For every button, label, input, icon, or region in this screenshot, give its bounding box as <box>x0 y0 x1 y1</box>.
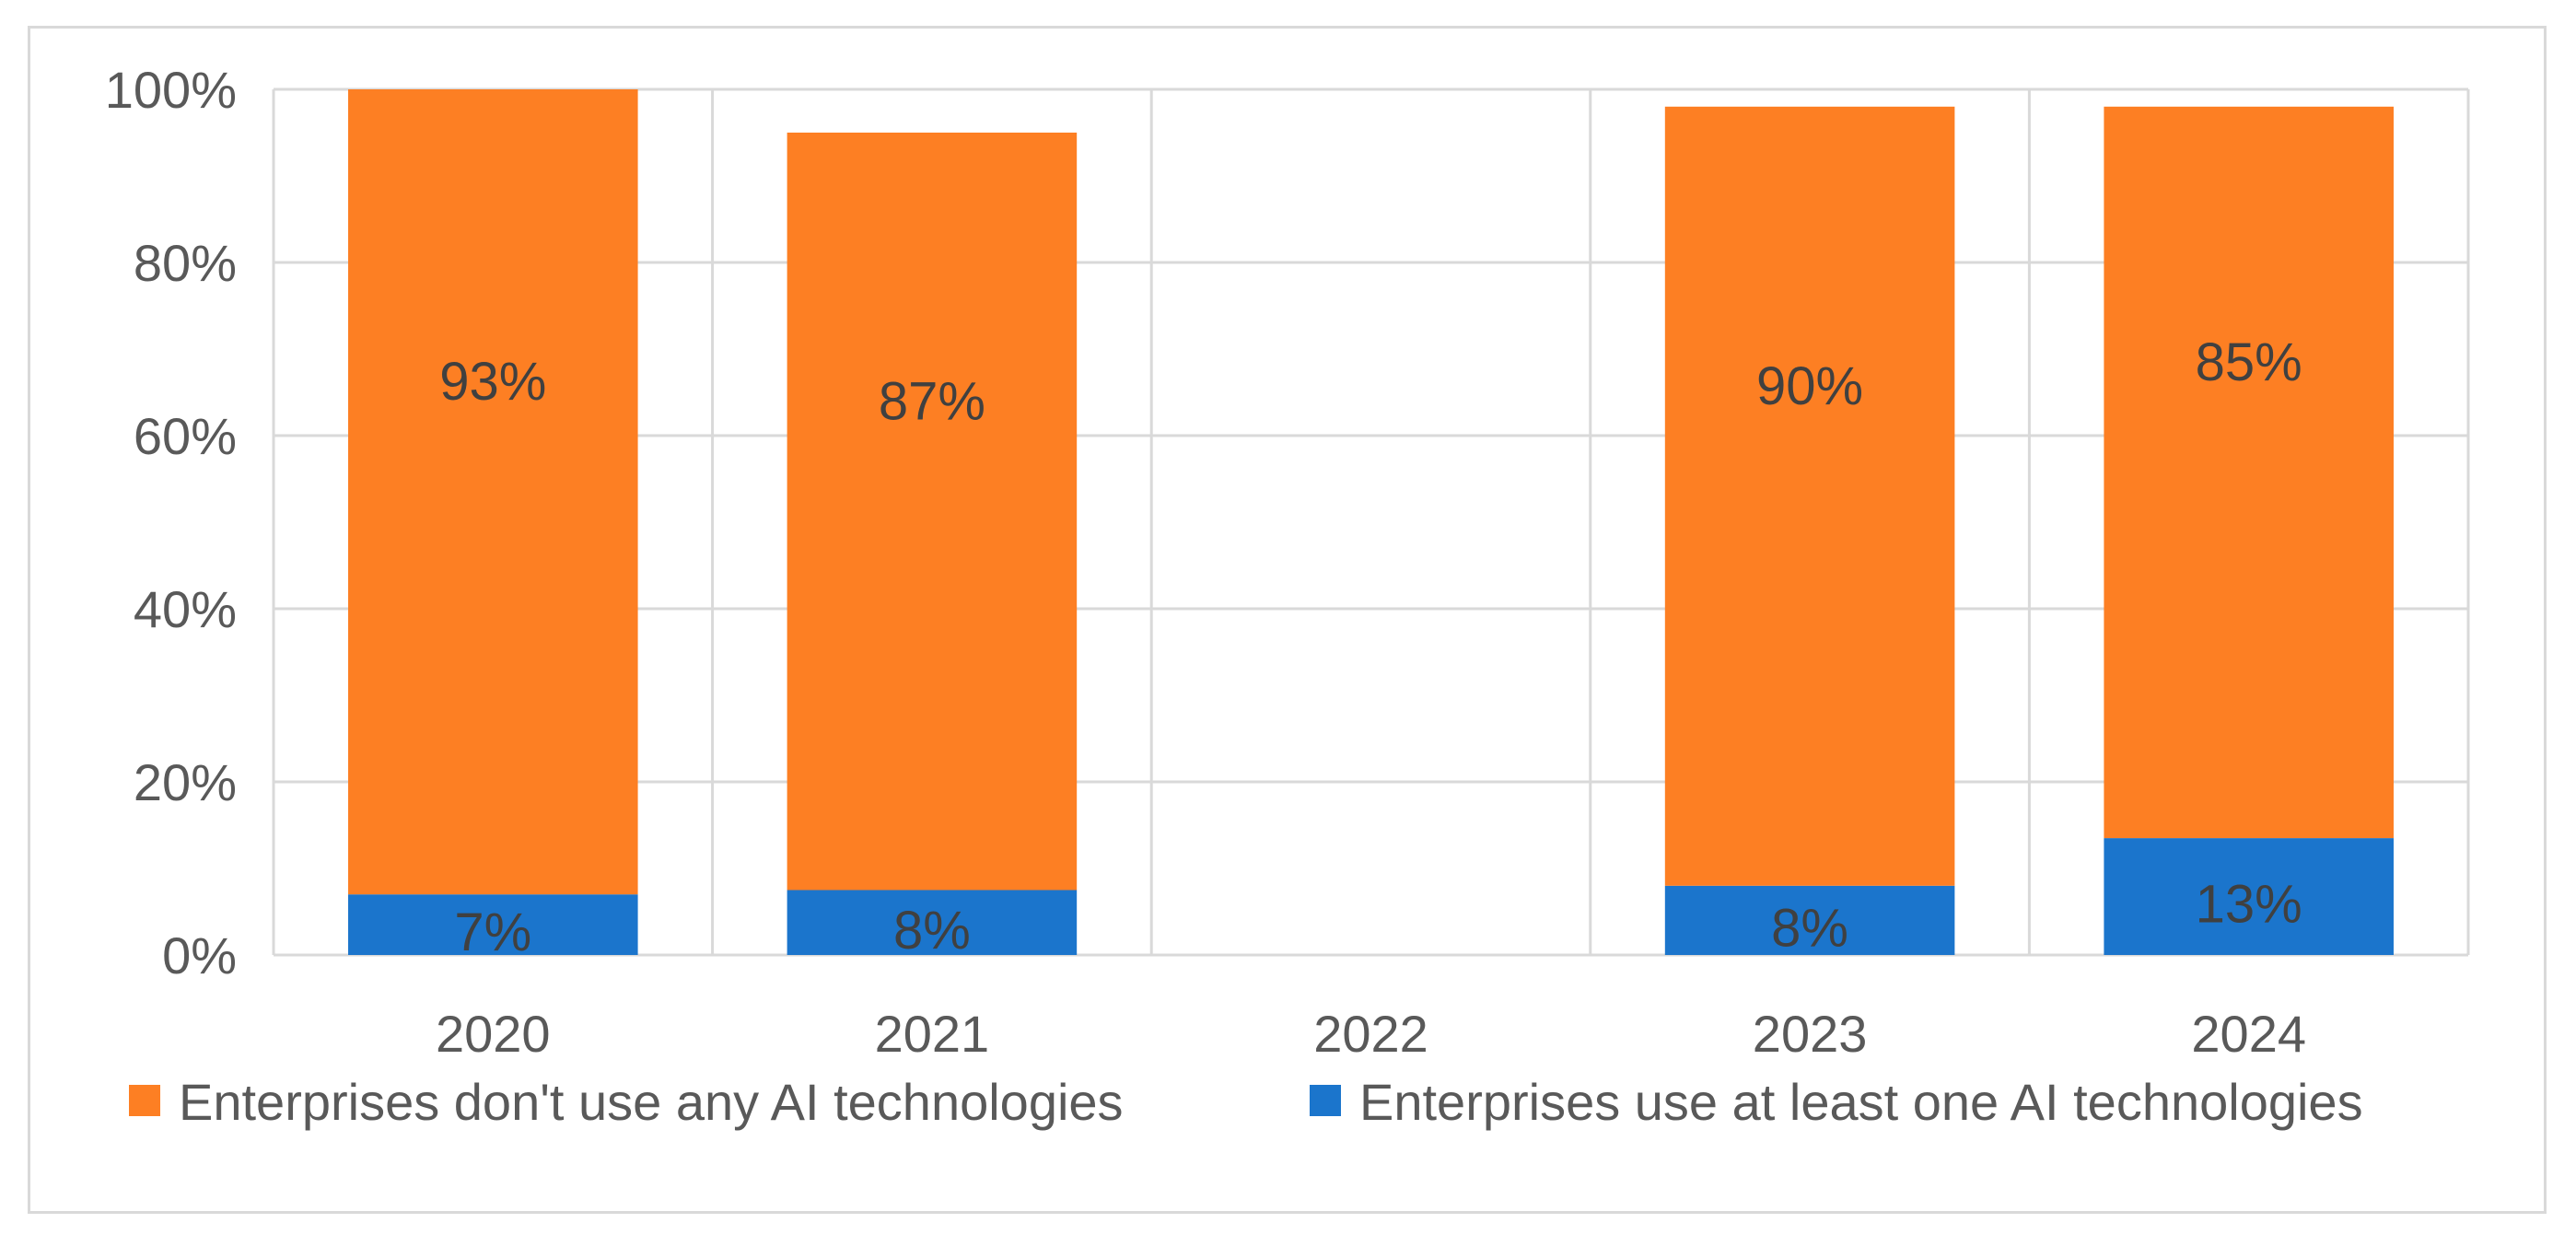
y-tick-label: 80% <box>134 234 237 292</box>
grid-layer <box>272 87 2470 957</box>
y-tick-label: 60% <box>134 407 237 465</box>
x-tick-label: 2020 <box>436 1005 551 1063</box>
legend-swatch <box>129 1085 160 1116</box>
bar-2020-series-1 <box>348 89 638 895</box>
data-label-2020-series-1: 93% <box>439 352 546 412</box>
legend-label: Enterprises don't use any AI technologie… <box>179 1073 1124 1131</box>
legend-label: Enterprises use at least one AI technolo… <box>1359 1073 2363 1131</box>
data-label-2023-series-0: 8% <box>1771 898 1848 958</box>
data-label-2021-series-0: 8% <box>893 901 971 961</box>
x-tick-label: 2023 <box>1753 1005 1868 1063</box>
y-tick-label: 40% <box>134 580 237 638</box>
data-label-2024-series-1: 85% <box>2196 332 2302 392</box>
bars-layer <box>348 89 2394 955</box>
bar-2023-series-0 <box>1664 885 1955 955</box>
data-label-2020-series-0: 7% <box>454 902 531 962</box>
data-label-2023-series-1: 90% <box>1756 356 1863 416</box>
x-tick-label: 2022 <box>1313 1005 1428 1063</box>
legend-swatch <box>1310 1085 1341 1116</box>
data-label-2024-series-0: 13% <box>2196 875 2302 935</box>
x-tick-label: 2021 <box>875 1005 990 1063</box>
y-tick-label: 100% <box>105 61 237 119</box>
bar-2021-series-1 <box>787 133 1078 891</box>
y-tick-label: 20% <box>134 753 237 811</box>
y-tick-label: 0% <box>162 926 237 984</box>
data-labels-layer: 7% 93% 8% 87% 8% 90% 13% 85% <box>439 332 2302 962</box>
bar-2021-series-0 <box>787 890 1078 955</box>
bar-2020-series-0 <box>348 894 638 955</box>
x-tick-label: 2024 <box>2191 1005 2306 1063</box>
bar-2023-series-1 <box>1664 106 1955 886</box>
bar-2024-series-1 <box>2104 106 2394 839</box>
bar-2024-series-0 <box>2104 838 2394 955</box>
axis-layer: 0% 20% 40% 60% 80% 100% 2020 2021 2022 2023 2024 <box>105 61 2306 1063</box>
legend: Enterprises don't use any AI technologie… <box>129 1073 2363 1131</box>
data-label-2021-series-1: 87% <box>879 371 985 431</box>
